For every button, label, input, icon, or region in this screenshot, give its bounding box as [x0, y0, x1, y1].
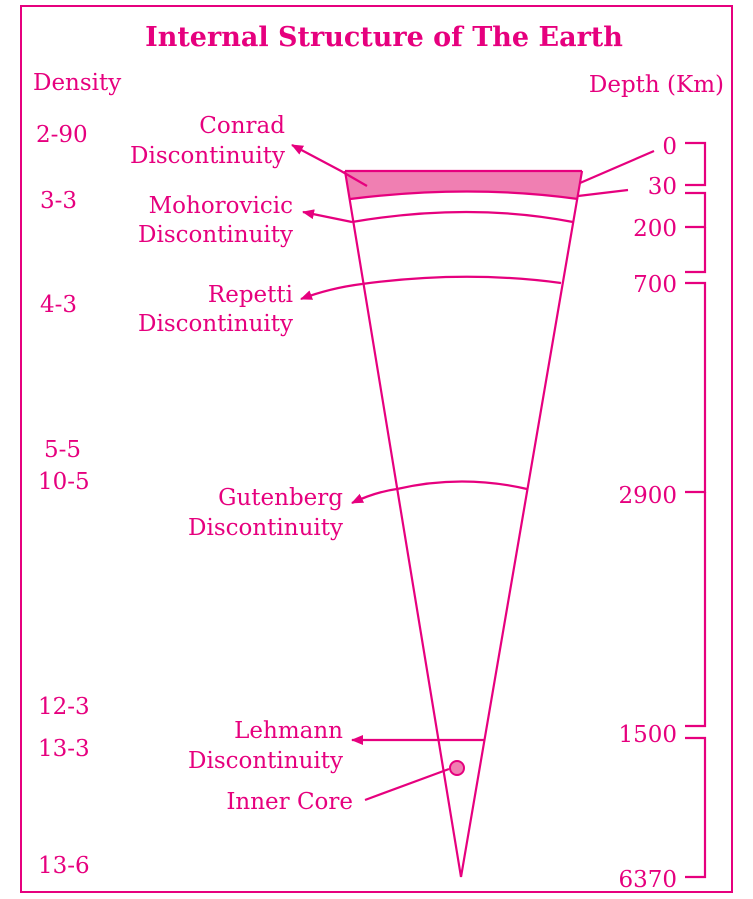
gutenberg-label: Discontinuity [188, 515, 343, 541]
depth-value: 200 [633, 216, 677, 242]
density-value: 2-90 [36, 122, 88, 148]
crust-layer [345, 171, 582, 199]
density-value: 10-5 [38, 469, 90, 495]
depth-bracket [685, 141, 707, 187]
depth-pointer [579, 149, 655, 185]
density-value: 3-3 [40, 188, 77, 214]
lehmann-label: Discontinuity [188, 748, 343, 774]
depth-value: 700 [633, 272, 677, 298]
conrad-arrow [291, 144, 368, 187]
repetti-label: Discontinuity [138, 311, 293, 337]
inner-core-label: Inner Core [226, 789, 353, 815]
density-value: 12-3 [38, 694, 90, 720]
depth-bracket [685, 281, 707, 494]
inner-core-dot [449, 760, 465, 776]
repetti-label: Repetti [208, 282, 293, 308]
depth-value: 30 [648, 174, 677, 200]
depth-value: 2900 [618, 483, 677, 509]
diagram-title: Internal Structure of The Earth [145, 22, 623, 53]
depth-pointer [577, 188, 629, 198]
gutenberg-arrow [351, 487, 398, 504]
earth-wedge-outline [343, 170, 584, 878]
depth-value: 0 [662, 134, 677, 160]
inner-core-leader [364, 767, 450, 802]
depth-bracket [685, 736, 707, 879]
gutenberg-boundary [396, 480, 528, 491]
density-value: 5-5 [44, 437, 81, 463]
density-value: 13-6 [38, 853, 90, 879]
depth-value: 1500 [618, 722, 677, 748]
diagram-frame [20, 5, 733, 893]
mohorovicic-label: Mohorovicic [149, 193, 293, 219]
depth-bracket [685, 191, 707, 229]
conrad-label: Conrad [199, 113, 285, 139]
mohorovicic-label: Discontinuity [138, 222, 293, 248]
repetti-boundary [361, 275, 562, 286]
crust-boundary [349, 190, 579, 201]
depth-bracket [685, 227, 707, 274]
mohorovicic-boundary [351, 210, 574, 224]
depth-header: Depth (Km) [589, 72, 724, 98]
density-value: 13-3 [38, 736, 90, 762]
lehmann-label: Lehmann [234, 718, 343, 744]
depth-value: 6370 [618, 867, 677, 893]
gutenberg-label: Gutenberg [218, 485, 343, 511]
repetti-arrow [300, 282, 363, 301]
density-header: Density [33, 70, 121, 96]
density-value: 4-3 [40, 292, 77, 318]
conrad-label: Discontinuity [130, 143, 285, 169]
depth-bracket [685, 492, 707, 728]
mohorovicic-arrow [302, 209, 353, 224]
